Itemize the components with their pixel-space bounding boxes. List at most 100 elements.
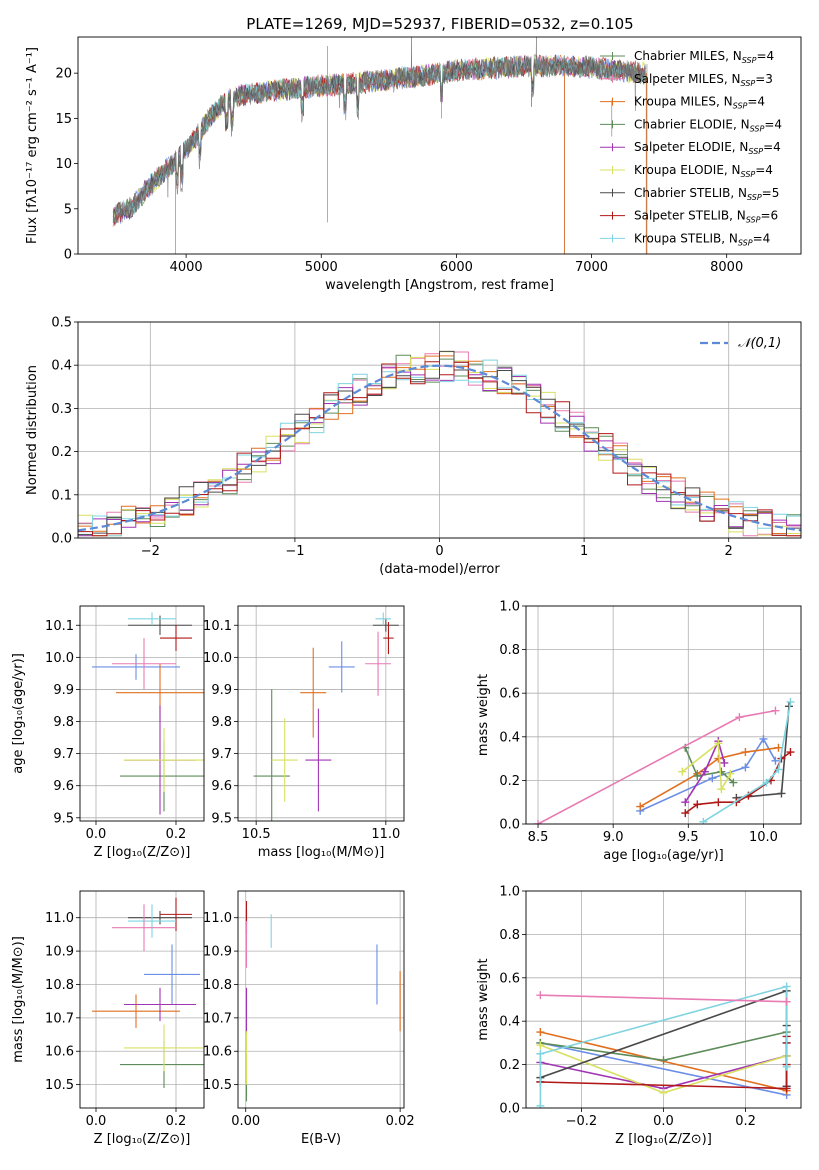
plot-area	[78, 350, 801, 537]
panel-age_vs_Z: 0.0 0.2 9.5 9.6 9.7 9.8 9.9 10.0 10.1 Z [log₁₀(Z/…	[11, 605, 205, 860]
legend-label-main: Kroupa ELODIE, N	[634, 163, 741, 177]
x-tick-label: 10.0	[749, 830, 778, 845]
y-tick-label: 10.0	[45, 651, 74, 666]
weight-point-marker	[786, 748, 795, 757]
legend-label: Chabrier MILES, NSSP=4	[634, 49, 774, 65]
legend-label-main: Chabrier ELODIE, N	[634, 117, 750, 131]
panel-weight_vs_Z: −0.2 0.0 0.2 0.0 0.2 0.4 0.6 0.8 1.0 Z [log₁₀(Z/Z…	[476, 885, 802, 1147]
legend-label-suffix: =4	[755, 163, 773, 177]
y-tick-label: 10.8	[203, 978, 232, 993]
spectrum-data-line	[112, 37, 646, 224]
weight-point-marker	[659, 1088, 668, 1097]
y-tick-label: 9.8	[53, 715, 74, 730]
x-axis-label: Z [log₁₀(Z/Z⊙)]	[94, 845, 191, 860]
x-axis-label: age [log₁₀(age/yr)]	[603, 848, 724, 863]
x-tick-label: 10.5	[242, 827, 271, 842]
y-tick-label: 9.5	[53, 811, 74, 826]
weight-point-marker	[720, 758, 729, 767]
legend-label-suffix: =5	[762, 186, 780, 200]
legend-label-sub: SSP	[750, 124, 765, 133]
weight-point-marker	[536, 1041, 545, 1050]
y-axis-label: age [log₁₀(age/yr)]	[11, 653, 26, 774]
y-tick-label: 0.1	[51, 488, 72, 503]
x-axis-label: Z [log₁₀(Z/Z⊙)]	[94, 1132, 191, 1147]
weight-point-marker	[681, 798, 690, 807]
weight-point-marker	[741, 763, 750, 772]
x-tick-label: 6000	[440, 260, 473, 275]
axes-frame	[77, 321, 802, 539]
weight-point-marker	[536, 1028, 545, 1037]
x-axis-label: E(B-V)	[301, 1132, 341, 1147]
weight-point-marker	[714, 739, 723, 748]
figure-title: PLATE=1269, MJD=52937, FIBERID=0532, z=0…	[246, 15, 633, 33]
legend-label-main: Salpeter MILES, N	[634, 72, 741, 86]
panel-weight_vs_age: 8.5 9.0 9.5 10.0 0.0 0.2 0.4 0.6 0.8 1.0 age [log₁…	[476, 600, 802, 863]
x-tick-label: 0.00	[231, 1114, 260, 1129]
axes-frame	[79, 605, 205, 822]
y-axis-label: mass weight	[476, 958, 491, 1040]
weight-series-line	[681, 741, 732, 792]
x-tick-label: 2	[725, 544, 733, 559]
plot-area	[245, 901, 401, 1102]
x-tick-label: 0.2	[735, 1114, 756, 1129]
legend-label-sub: SSP	[742, 56, 757, 65]
panel-age_vs_mass: 10.5 11.0 9.5 9.6 9.7 9.8 9.9 10.0 10.1 mass [log…	[203, 605, 405, 860]
legend-label-suffix: =4	[747, 95, 765, 109]
x-tick-label: 11.0	[371, 827, 400, 842]
weight-point-marker	[774, 743, 783, 752]
weight-series-line	[684, 747, 734, 784]
legend-label: Chabrier STELIB, NSSP=5	[634, 186, 779, 202]
weight-point-marker	[777, 789, 786, 798]
y-tick-label: 0.5	[51, 316, 72, 331]
weight-point-marker	[693, 772, 702, 781]
x-tick-label: 7000	[575, 260, 608, 275]
plot-area	[112, 37, 648, 254]
x-tick-label: 8000	[710, 260, 743, 275]
panel-residuals: −2 −1 0 1 2 0.0 0.1 0.2 0.3 0.4 0.5 (data-model)/er…	[25, 316, 802, 577]
y-axis-label: Flux [fλ10⁻¹⁷ erg cm⁻² s⁻¹ A⁻¹]	[25, 47, 40, 244]
y-tick-label: 10.7	[203, 1011, 232, 1026]
axes-frame	[237, 605, 405, 822]
weight-point-marker	[729, 778, 738, 787]
legend-label-suffix: =4	[756, 49, 774, 63]
x-tick-label: 9.0	[603, 830, 624, 845]
weight-point-marker	[636, 802, 645, 811]
y-tick-label: 0.0	[499, 818, 520, 833]
legend-label-main: Chabrier MILES, N	[634, 49, 742, 63]
y-tick-label: 10.6	[45, 1045, 74, 1060]
weight-point-marker	[717, 785, 726, 794]
weight-series-line	[539, 985, 788, 1106]
y-tick-label: 0.2	[51, 445, 72, 460]
legend-label-suffix: =4	[763, 140, 781, 154]
weight-point-marker	[774, 765, 783, 774]
y-tick-label: 0.3	[51, 402, 72, 417]
panel-mass_vs_ebv: 0.00 0.02 10.5 10.6 10.7 10.8 10.9 11.0 E(B-V)	[203, 890, 415, 1147]
y-tick-label: 0.8	[499, 928, 520, 943]
y-tick-label: 9.6	[211, 779, 232, 794]
y-tick-label: 5	[64, 202, 72, 217]
y-tick-label: 9.7	[211, 747, 232, 762]
weight-series-line	[540, 994, 787, 1003]
y-tick-label: 9.7	[53, 747, 74, 762]
legend-label: Kroupa MILES, NSSP=4	[634, 95, 765, 111]
weight-point-marker	[782, 1084, 791, 1093]
y-tick-label: 0.8	[499, 643, 520, 658]
plot-area	[534, 697, 795, 824]
weight-point-marker	[782, 1062, 791, 1071]
weight-point-marker	[771, 756, 780, 765]
legend-label-main: Salpeter ELODIE, N	[634, 140, 748, 154]
legend-label-sub: SSP	[741, 79, 756, 88]
weight-point-marker	[782, 997, 791, 1006]
x-tick-label: 9.5	[678, 830, 699, 845]
legend-label-sub: SSP	[748, 147, 763, 156]
x-axis-label: Z [log₁₀(Z/Z⊙)]	[615, 1132, 712, 1147]
axes-frame	[77, 36, 802, 255]
y-tick-label: 0.6	[499, 971, 520, 986]
gaussian-curve	[78, 364, 801, 532]
weight-point-marker	[714, 798, 723, 807]
weight-point-marker	[771, 706, 780, 715]
x-axis-label: mass [log₁₀(M/M⊙)]	[258, 845, 385, 860]
legend-label: Salpeter MILES, NSSP=3	[634, 72, 773, 88]
